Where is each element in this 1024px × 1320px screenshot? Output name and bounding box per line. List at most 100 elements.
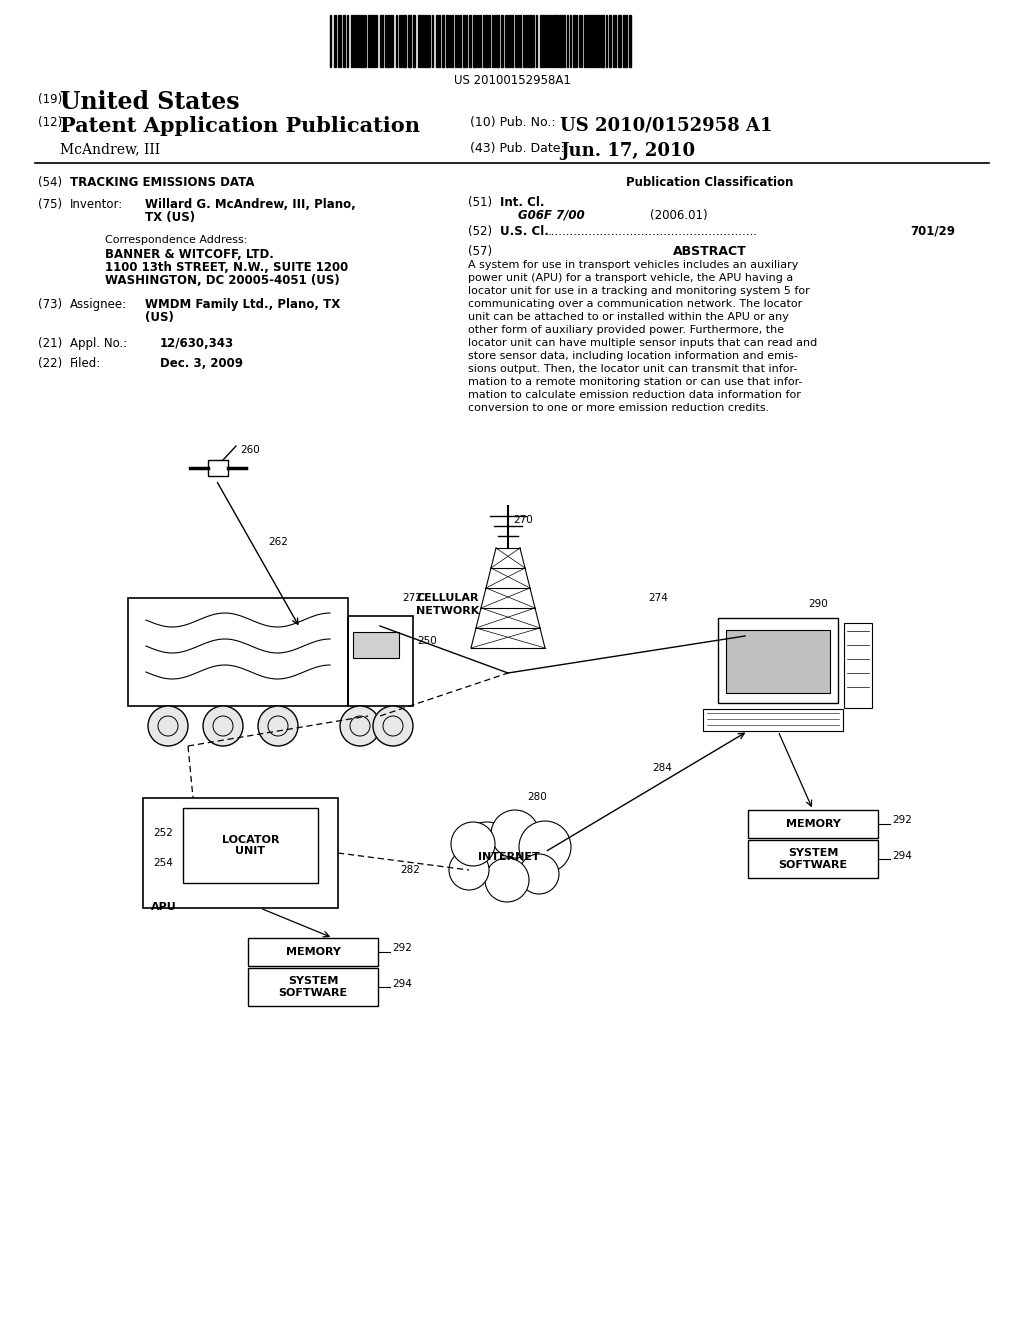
Text: other form of auxiliary provided power. Furthermore, the: other form of auxiliary provided power. … (468, 325, 784, 335)
Bar (360, 15, 362, 67)
Circle shape (449, 850, 489, 890)
Text: (US): (US) (145, 312, 174, 323)
Bar (248, 939, 378, 966)
Bar (548, 15, 550, 67)
Text: (57): (57) (468, 246, 493, 257)
Bar (446, 15, 449, 67)
Bar (592, 15, 594, 67)
Text: 270: 270 (513, 515, 532, 525)
Text: NETWORK: NETWORK (417, 606, 479, 616)
Bar (519, 15, 521, 67)
Bar (501, 15, 503, 67)
Bar (351, 15, 353, 67)
Text: MEMORY: MEMORY (785, 818, 841, 829)
Text: (2006.01): (2006.01) (650, 209, 708, 222)
Bar (540, 15, 543, 67)
Bar (485, 15, 488, 67)
Text: (75): (75) (38, 198, 62, 211)
Text: INTERNET: INTERNET (478, 851, 540, 862)
Bar (589, 15, 591, 67)
Text: 290: 290 (808, 599, 827, 609)
Text: APU: APU (151, 902, 177, 912)
Text: unit can be attached to or installed within the APU or any: unit can be attached to or installed wit… (468, 312, 788, 322)
Text: Patent Application Publication: Patent Application Publication (60, 116, 420, 136)
Bar (726, 630, 830, 693)
Circle shape (373, 706, 413, 746)
Bar (451, 15, 453, 67)
Bar (413, 15, 415, 67)
Bar (748, 840, 878, 878)
Bar (553, 15, 556, 67)
Bar (629, 15, 631, 67)
Text: Dec. 3, 2009: Dec. 3, 2009 (160, 356, 243, 370)
Text: SYSTEM: SYSTEM (288, 977, 338, 986)
Bar (403, 15, 406, 67)
Bar (128, 598, 348, 706)
Text: 12/630,343: 12/630,343 (160, 337, 234, 350)
Text: U.S. Cl.: U.S. Cl. (500, 224, 549, 238)
Text: mation to calculate emission reduction data information for: mation to calculate emission reduction d… (468, 389, 801, 400)
Bar (573, 15, 575, 67)
Text: LOCATOR: LOCATOR (222, 836, 280, 845)
Circle shape (519, 854, 559, 894)
Bar (505, 15, 507, 67)
Text: (54): (54) (38, 176, 62, 189)
Text: US 2010/0152958 A1: US 2010/0152958 A1 (560, 116, 772, 135)
Text: sions output. Then, the locator unit can transmit that infor-: sions output. Then, the locator unit can… (468, 364, 798, 374)
Text: Filed:: Filed: (70, 356, 101, 370)
Text: WASHINGTON, DC 20005-4051 (US): WASHINGTON, DC 20005-4051 (US) (105, 275, 340, 286)
Text: UNIT: UNIT (236, 846, 265, 855)
Text: 252: 252 (153, 828, 173, 838)
Text: SOFTWARE: SOFTWARE (279, 987, 347, 998)
Text: McAndrew, III: McAndrew, III (60, 143, 160, 156)
Text: ........................................................: ........................................… (548, 224, 758, 238)
Bar (183, 808, 318, 883)
Text: 280: 280 (527, 792, 547, 803)
Text: (73): (73) (38, 298, 62, 312)
Text: locator unit for use in a tracking and monitoring system 5 for: locator unit for use in a tracking and m… (468, 286, 810, 296)
Bar (334, 15, 336, 67)
Text: communicating over a communication network. The locator: communicating over a communication netwo… (468, 300, 802, 309)
Text: TX (US): TX (US) (145, 211, 196, 224)
Text: locator unit can have multiple sensor inputs that can read and: locator unit can have multiple sensor in… (468, 338, 817, 348)
Text: (43) Pub. Date:: (43) Pub. Date: (470, 143, 565, 154)
Text: Inventor:: Inventor: (70, 198, 123, 211)
Bar (595, 15, 598, 67)
Bar (559, 15, 562, 67)
Bar (408, 15, 411, 67)
Bar (748, 810, 878, 838)
Text: 701/29: 701/29 (910, 224, 955, 238)
Text: ABSTRACT: ABSTRACT (673, 246, 746, 257)
Text: 292: 292 (892, 814, 912, 825)
Bar (511, 15, 513, 67)
Text: 292: 292 (392, 942, 412, 953)
Circle shape (451, 822, 495, 866)
Bar (353, 632, 399, 657)
Bar (469, 15, 471, 67)
Bar (529, 15, 532, 67)
Text: mation to a remote monitoring station or can use that infor-: mation to a remote monitoring station or… (468, 378, 803, 387)
Bar (563, 15, 565, 67)
Text: (10) Pub. No.:: (10) Pub. No.: (470, 116, 556, 129)
Text: (51): (51) (468, 195, 493, 209)
Text: 294: 294 (892, 851, 912, 861)
Text: United States: United States (60, 90, 240, 114)
Bar (508, 15, 510, 67)
Circle shape (485, 858, 529, 902)
Text: A system for use in transport vehicles includes an auxiliary: A system for use in transport vehicles i… (468, 260, 799, 271)
Text: (22): (22) (38, 356, 62, 370)
Text: 254: 254 (153, 858, 173, 869)
Text: (21): (21) (38, 337, 62, 350)
Bar (496, 15, 499, 67)
Bar (143, 799, 338, 908)
Text: 282: 282 (400, 865, 420, 875)
Text: (19): (19) (38, 92, 62, 106)
Text: (52): (52) (468, 224, 493, 238)
Text: Correspondence Address:: Correspondence Address: (105, 235, 248, 246)
Text: (12): (12) (38, 116, 62, 129)
Text: 250: 250 (417, 636, 437, 645)
Text: MEMORY: MEMORY (286, 946, 340, 957)
Text: 272: 272 (402, 593, 422, 603)
Bar (380, 15, 383, 67)
Text: power unit (APU) for a transport vehicle, the APU having a: power unit (APU) for a transport vehicle… (468, 273, 794, 282)
